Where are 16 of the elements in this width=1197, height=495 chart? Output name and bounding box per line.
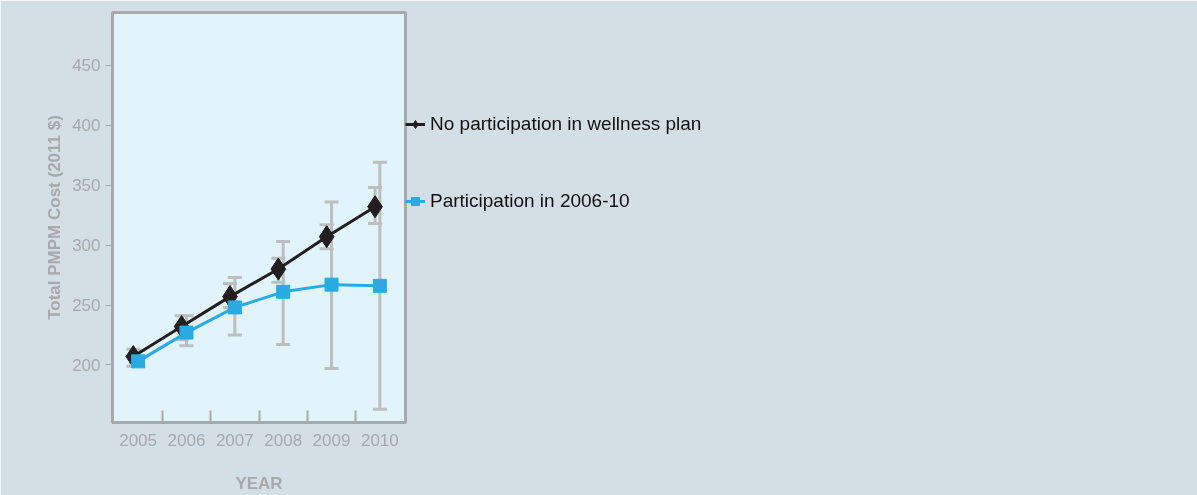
y-tick-label: 400 <box>72 116 101 136</box>
y-tick-label: 350 <box>72 176 101 196</box>
y-tick-label: 450 <box>72 56 101 76</box>
x-axis-title: YEAR <box>235 473 283 493</box>
legend-label: Participation in 2006-10 <box>430 190 630 212</box>
x-tick-label: 2009 <box>312 430 351 450</box>
x-tick-label: 2010 <box>360 430 399 450</box>
x-tick-label: 2008 <box>264 430 303 450</box>
x-tick-label: 2007 <box>215 430 254 450</box>
x-tick-label: 2005 <box>119 430 158 450</box>
x-tick-label: 2006 <box>167 430 206 450</box>
y-axis-title: Total PMPM Cost (2011 $) <box>45 115 65 320</box>
y-tick-label: 250 <box>72 296 101 316</box>
legend-label: No participation in wellness plan <box>430 113 702 135</box>
y-tick-label: 300 <box>72 236 101 256</box>
y-tick-label: 200 <box>72 355 101 375</box>
